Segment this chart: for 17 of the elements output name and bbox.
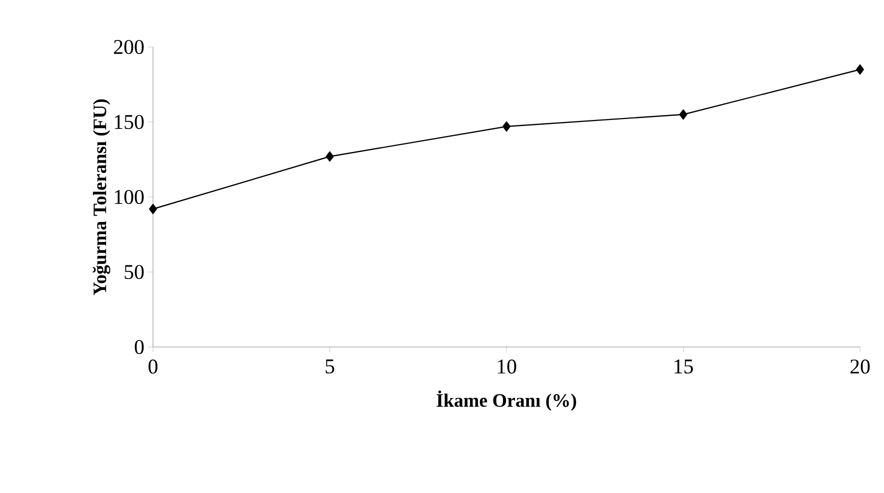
x-tick-label: 0 (148, 360, 158, 374)
y-tick-label: 0 (134, 340, 144, 354)
point (149, 204, 157, 214)
point (856, 64, 864, 75)
point (326, 151, 334, 162)
y-tick-label: 50 (124, 264, 144, 280)
y-tick-label: 200 (114, 40, 144, 54)
x-tick-label: 5 (326, 360, 334, 374)
x-tick-label: 10 (498, 360, 516, 374)
x-axis-title: İkame Oranı (%) (436, 390, 576, 411)
x-tick-label: 15 (674, 360, 693, 374)
point (502, 121, 510, 132)
y-tick-label: 100 (114, 190, 144, 204)
point (679, 109, 688, 120)
y-axis-title: Yoğurma Toleransı (FU) (92, 99, 110, 296)
y-tick-label: 150 (114, 114, 144, 130)
x-tick-label: 20 (850, 360, 870, 374)
